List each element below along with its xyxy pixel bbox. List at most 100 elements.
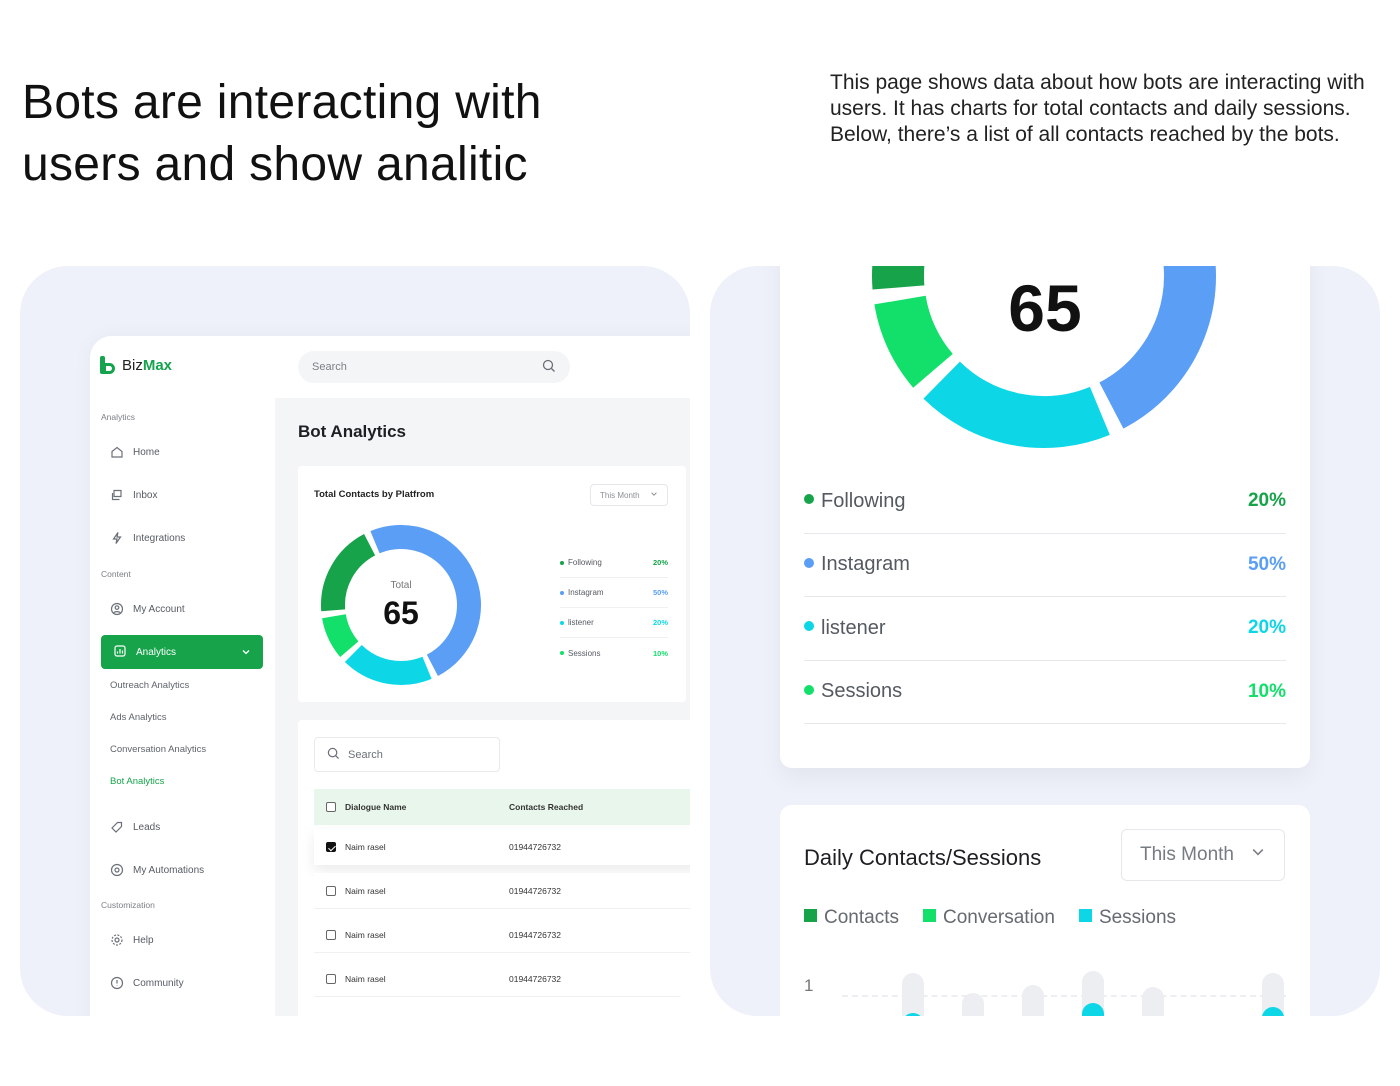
grid-line (842, 995, 1286, 997)
table-row[interactable]: Naim rasel 01944726732 (314, 829, 690, 865)
legend-item: listener 20% (560, 608, 668, 638)
sidebar-item-leads[interactable]: Leads (110, 820, 160, 834)
section-label-analytics: Analytics (101, 412, 136, 422)
table-row[interactable]: Naim rasel 01944726732 (314, 917, 690, 953)
legend-label: listener (560, 618, 594, 627)
legend-label: Instagram (804, 553, 910, 576)
table-search-placeholder: Search (348, 748, 383, 761)
brand-name-part2: Max (142, 356, 173, 374)
tag-icon (110, 820, 124, 834)
donut-chart-large (872, 266, 1216, 448)
donut-small-slice-sessions[interactable] (322, 613, 359, 657)
sidebar-item-community[interactable]: Community (110, 976, 184, 990)
cell-contacts-reached: 01944726732 (509, 842, 562, 852)
card-title: Total Contacts by Platfrom (314, 489, 435, 500)
sidebar-subitem-bot[interactable]: Bot Analytics (110, 776, 165, 787)
legend-dot-icon (804, 684, 814, 695)
legend-item: Following 20% (560, 548, 668, 578)
row-checkbox[interactable] (326, 885, 336, 896)
table-header: Dialogue Name Contacts Reached (314, 789, 690, 825)
sidebar-item-analytics[interactable]: Analytics (101, 635, 263, 669)
legend-item-conversation: Conversation (922, 907, 1055, 929)
legend-value: 50% (1247, 553, 1286, 575)
search-input[interactable]: Search (298, 351, 570, 383)
sidebar-subitem-ads[interactable]: Ads Analytics (110, 712, 167, 723)
row-checkbox[interactable] (326, 842, 336, 852)
total-contacts-card: Total Contacts by Platfrom This Month To… (298, 466, 686, 702)
select-all-checkbox[interactable] (326, 802, 336, 812)
period-dropdown[interactable]: This Month (590, 484, 668, 506)
main-content: Search Bot Analytics Total Contacts by P… (275, 336, 690, 1016)
legend-value: 50% (652, 588, 668, 597)
sidebar-item-my-automations[interactable]: My Automations (110, 863, 204, 877)
column-header-contacts[interactable]: Contacts Reached (509, 802, 584, 812)
column-header-name[interactable]: Dialogue Name (345, 802, 407, 812)
legend-item-large: Following 20% (804, 470, 1286, 534)
donut-small-slice-following[interactable] (321, 534, 376, 612)
zoom-panel: 65 Following 20% Instagram 50% listener 20% Se… (710, 266, 1380, 1016)
legend-dot-icon (560, 590, 564, 595)
sidebar-subitem-conversation[interactable]: Conversation Analytics (110, 744, 207, 755)
sidebar-item-help[interactable]: Help (110, 933, 154, 947)
legend-item-large: Instagram 50% (804, 534, 1286, 597)
legend-value: 20% (1247, 617, 1286, 639)
sidebar-item-label: My Automations (133, 864, 205, 876)
analytics-icon (113, 644, 127, 661)
y-axis-tick: 1 (804, 976, 814, 995)
donut-small-slice-instagram[interactable] (370, 525, 481, 676)
table-search-input[interactable]: Search (314, 737, 500, 772)
sidebar-item-label: Help (133, 934, 154, 946)
legend-label: listener (804, 617, 885, 640)
legend-item-contacts: Contacts (804, 907, 899, 929)
bizmax-logo-icon (100, 356, 116, 374)
search-icon (327, 747, 340, 763)
row-checkbox[interactable] (326, 973, 336, 984)
donut-large-slice-instagram[interactable] (988, 266, 1216, 429)
bar-track (902, 973, 924, 1016)
cell-contacts-reached: 01944726732 (509, 973, 562, 984)
chevron-down-icon (650, 490, 658, 500)
legend-dot-icon (560, 620, 564, 625)
donut-small-slice-listener[interactable] (344, 644, 432, 685)
legend-square-icon (804, 909, 817, 923)
sidebar-item-inbox[interactable]: Inbox (110, 488, 157, 502)
sidebar-subitem-outreach[interactable]: Outreach Analytics (110, 680, 190, 691)
bar-sessions[interactable] (1262, 1007, 1284, 1016)
sidebar-item-home[interactable]: Home (110, 445, 160, 459)
search-icon[interactable] (542, 359, 556, 376)
cell-dialogue-name: Naim rasel (345, 842, 386, 852)
donut-total-label: Total (390, 580, 411, 591)
cell-contacts-reached: 01944726732 (509, 885, 562, 896)
table-row[interactable]: Naim rasel 01944726732 (314, 873, 690, 909)
period-dropdown[interactable]: This Month (1121, 829, 1285, 881)
sidebar-item-my-account[interactable]: My Account (110, 602, 185, 616)
bar-track (1022, 985, 1044, 1016)
sidebar-item-integrations[interactable]: Integrations (110, 531, 185, 545)
bar-track (962, 993, 984, 1016)
headline: Bots are interacting with users and show… (22, 76, 542, 191)
bar-sessions[interactable] (902, 1013, 924, 1016)
table-row[interactable]: Naim rasel 01944726732 (314, 961, 690, 997)
contacts-table-card: Search Dialogue Name Contacts Reached Na… (298, 720, 690, 1016)
bar-sessions[interactable] (1082, 1003, 1104, 1016)
legend-value: 20% (652, 558, 668, 567)
inbox-icon (110, 488, 124, 502)
legend-dot-icon (804, 494, 814, 505)
legend-item-sessions: Sessions (1078, 907, 1176, 929)
row-checkbox[interactable] (326, 929, 336, 940)
legend-value: 10% (1247, 680, 1286, 702)
card-title: Daily Contacts/Sessions (804, 845, 1042, 870)
bar-chart-legend: Contacts Conversation Sessions (804, 907, 1176, 929)
period-value: This Month (600, 490, 640, 500)
donut-large-slice-listener[interactable] (923, 361, 1110, 448)
sidebar-item-label: Analytics (136, 646, 177, 658)
chevron-down-icon[interactable] (241, 647, 251, 660)
donut-large-slice-sessions[interactable] (874, 295, 954, 388)
info-circle-icon (110, 976, 124, 990)
legend-dot-icon (560, 560, 564, 565)
sidebar-item-label: My Account (133, 603, 185, 615)
automation-icon (110, 863, 124, 877)
sidebar: BizMax Analytics Home Inbox Integrations… (90, 336, 275, 1016)
brand-logo[interactable]: BizMax (100, 356, 172, 374)
legend-label: Sessions (804, 680, 902, 703)
